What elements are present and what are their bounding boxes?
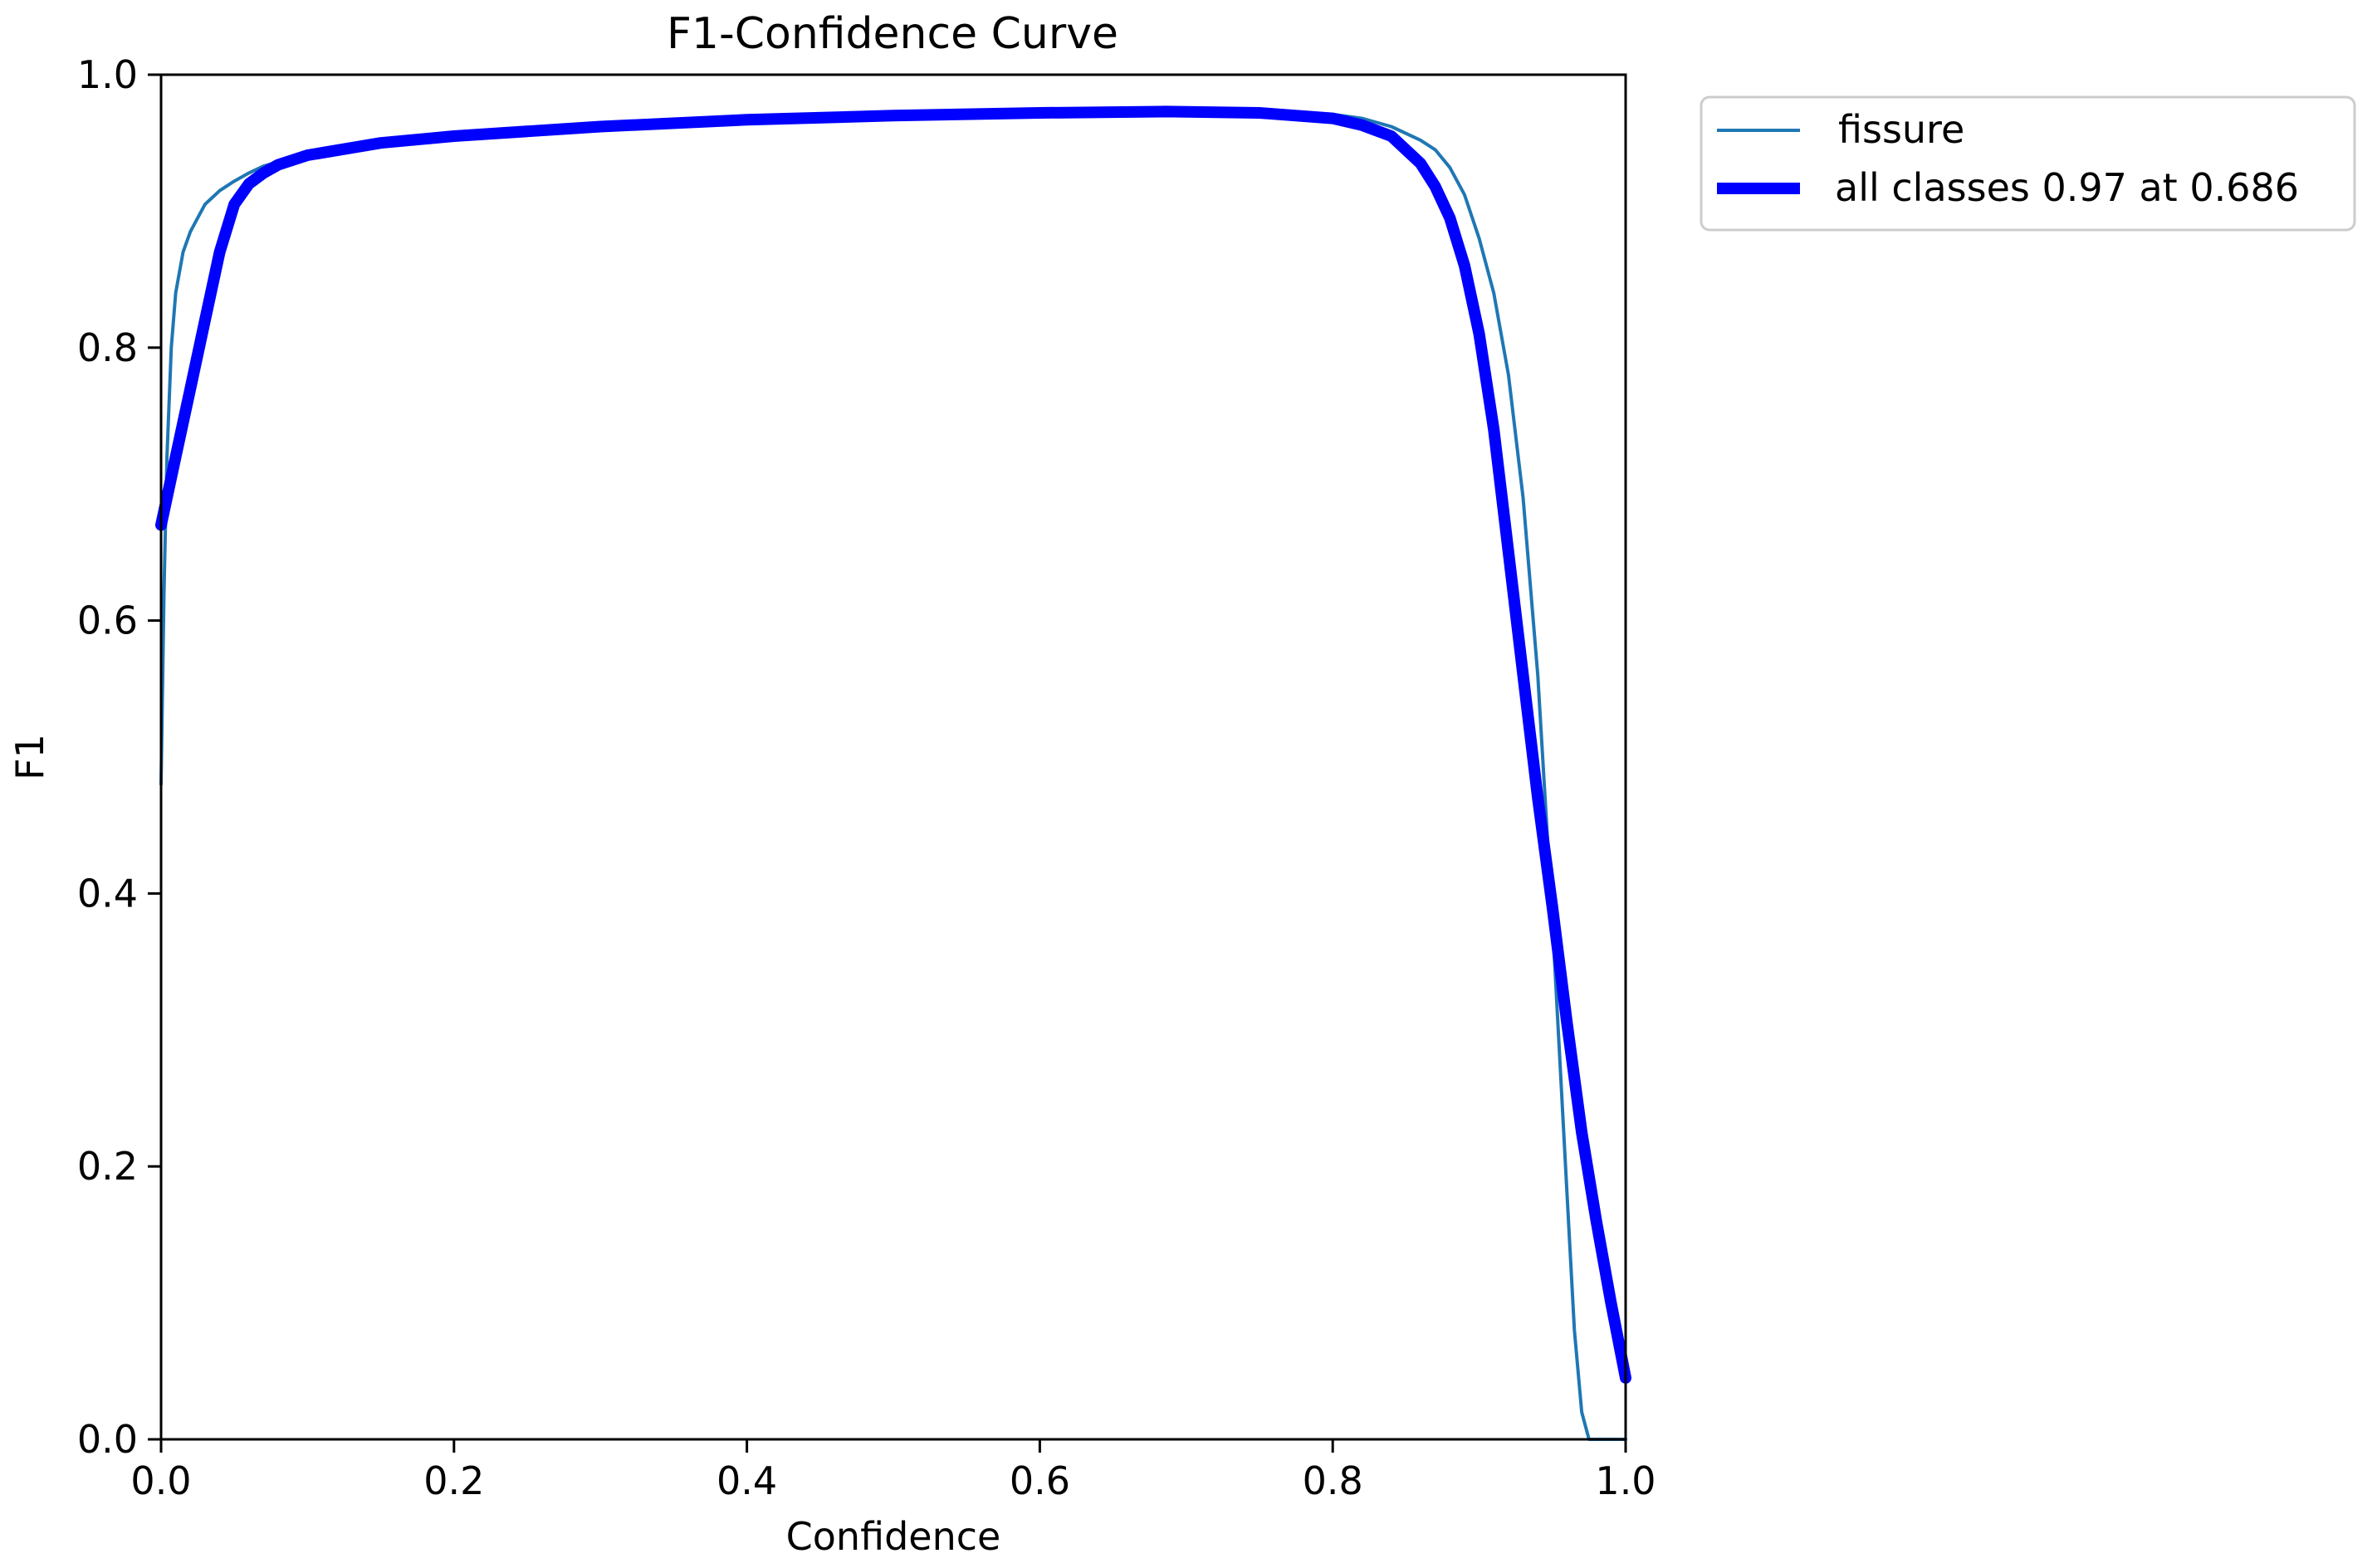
- legend: fissure all classes 0.97 at 0.686: [1700, 95, 2356, 232]
- series-lines: [155, 105, 1631, 1441]
- series-line-all-classes: [155, 105, 1631, 1384]
- x-tick-label: 0.0: [130, 1458, 191, 1503]
- y-tick-label: 0.2: [77, 1144, 138, 1189]
- legend-label-all-classes: all classes 0.97 at 0.686: [1835, 165, 2299, 210]
- x-tick-label: 0.8: [1303, 1458, 1363, 1503]
- x-tick-label: 1.0: [1595, 1458, 1656, 1503]
- y-tick-label: 0.8: [77, 325, 138, 370]
- series-line-fissure: [159, 110, 1627, 1441]
- plot-frame: [159, 73, 1627, 1441]
- y-tick-label: 0.0: [77, 1417, 138, 1462]
- y-axis-label: F1: [7, 734, 52, 780]
- legend-box: [1700, 95, 2356, 232]
- x-tick-label: 0.6: [1010, 1458, 1070, 1503]
- y-tick-label: 0.4: [77, 871, 138, 916]
- plot-area: [155, 73, 1631, 1441]
- y-tick-label: 0.6: [77, 598, 138, 643]
- x-tick-label: 0.2: [423, 1458, 484, 1503]
- x-tick-label: 0.4: [717, 1458, 777, 1503]
- x-axis: 0.0 0.2 0.4 0.6 0.8 1.0: [130, 1439, 1656, 1503]
- legend-label-fissure: fissure: [1838, 107, 1964, 152]
- x-axis-label: Confidence: [786, 1514, 1001, 1559]
- y-tick-label: 1.0: [77, 52, 138, 97]
- chart-title: F1-Confidence Curve: [667, 9, 1118, 59]
- y-axis: 0.0 0.2 0.4 0.6 0.8 1.0: [77, 52, 161, 1462]
